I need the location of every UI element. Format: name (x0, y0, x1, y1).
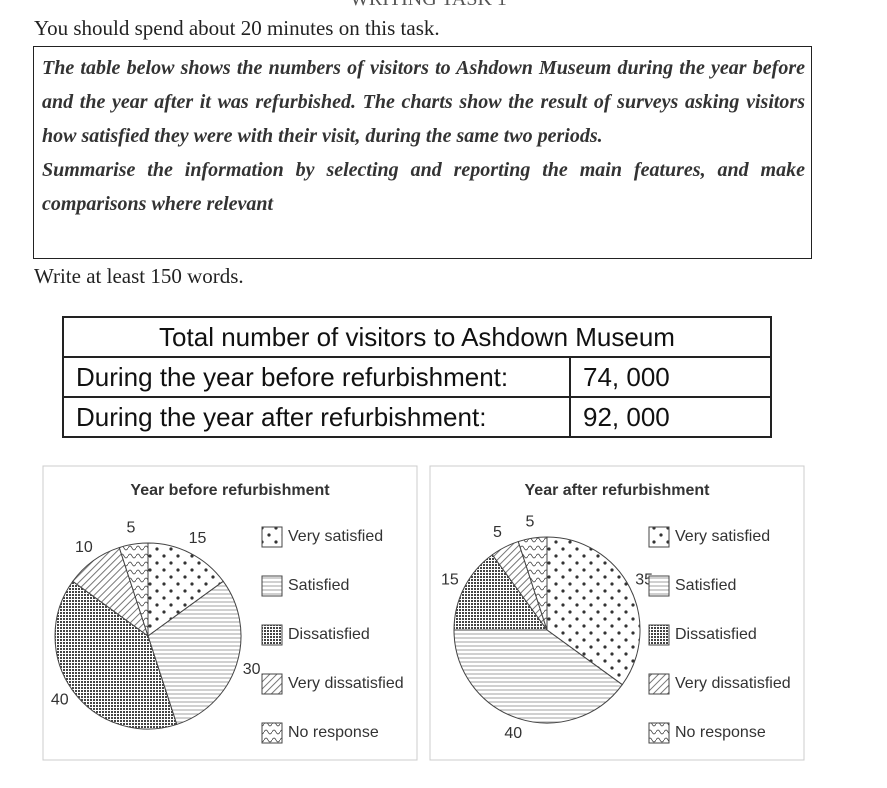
chart-frame (42, 465, 418, 761)
time-note: You should spend about 20 minutes on thi… (34, 16, 440, 40)
chart-frame (429, 465, 805, 761)
legend-swatch (261, 526, 283, 548)
pie-slice (517, 536, 548, 631)
chart-title: Year before refurbishment (130, 482, 330, 499)
legend-swatch (261, 575, 283, 597)
pie-slice (546, 536, 641, 686)
slice-label: 5 (525, 514, 534, 531)
slice-label: 10 (75, 539, 93, 556)
legend-label: Very dissatisfied (675, 675, 791, 692)
slice-label: 5 (126, 520, 135, 537)
slice-label: 40 (504, 725, 522, 742)
prompt-box: The table below shows the numbers of vis… (33, 46, 812, 259)
legend-label: Satisfied (675, 577, 736, 594)
table-cell: 92, 000 (569, 396, 772, 438)
slice-label: 15 (441, 572, 459, 589)
legend-label: No response (675, 724, 766, 741)
legend-label: Dissatisfied (288, 626, 370, 643)
slice-label: 30 (243, 661, 261, 678)
legend-swatch (261, 624, 283, 646)
task-heading: WRITING TASK 1 (350, 0, 507, 11)
legend-label: No response (288, 724, 379, 741)
prompt-text: The table below shows the numbers of vis… (42, 57, 805, 147)
slice-label: 15 (189, 530, 207, 547)
pie-slice (54, 580, 178, 730)
slice-label: 40 (51, 691, 69, 708)
legend-swatch (648, 722, 670, 744)
legend-label: Very satisfied (675, 528, 770, 545)
legend-swatch (261, 673, 283, 695)
legend-swatch (648, 624, 670, 646)
chart-title: Year after refurbishment (525, 482, 711, 499)
legend-label: Very satisfied (288, 528, 383, 545)
table-title: Total number of visitors to Ashdown Muse… (62, 316, 772, 358)
table-cell: 74, 000 (569, 356, 772, 398)
visitor-table: Total number of visitors to Ashdown Muse… (62, 316, 772, 438)
pie-slice (147, 542, 224, 637)
slice-label: 5 (493, 524, 502, 541)
legend-swatch (648, 575, 670, 597)
table-cell: During the year after refurbishment: (62, 396, 571, 438)
legend-label: Very dissatisfied (288, 675, 404, 692)
legend-swatch (648, 673, 670, 695)
legend-swatch (261, 722, 283, 744)
pie-slice (118, 542, 149, 637)
pie-slice (453, 629, 623, 724)
pie-slice (147, 580, 242, 726)
table-cell: During the year before refurbishment: (62, 356, 571, 398)
legend-label: Dissatisfied (675, 626, 757, 643)
prompt-text: Summarise the information by selecting a… (42, 159, 805, 215)
legend-swatch (648, 526, 670, 548)
legend-label: Satisfied (288, 577, 349, 594)
word-count: Write at least 150 words. (34, 264, 244, 288)
pie-slice (453, 554, 548, 631)
